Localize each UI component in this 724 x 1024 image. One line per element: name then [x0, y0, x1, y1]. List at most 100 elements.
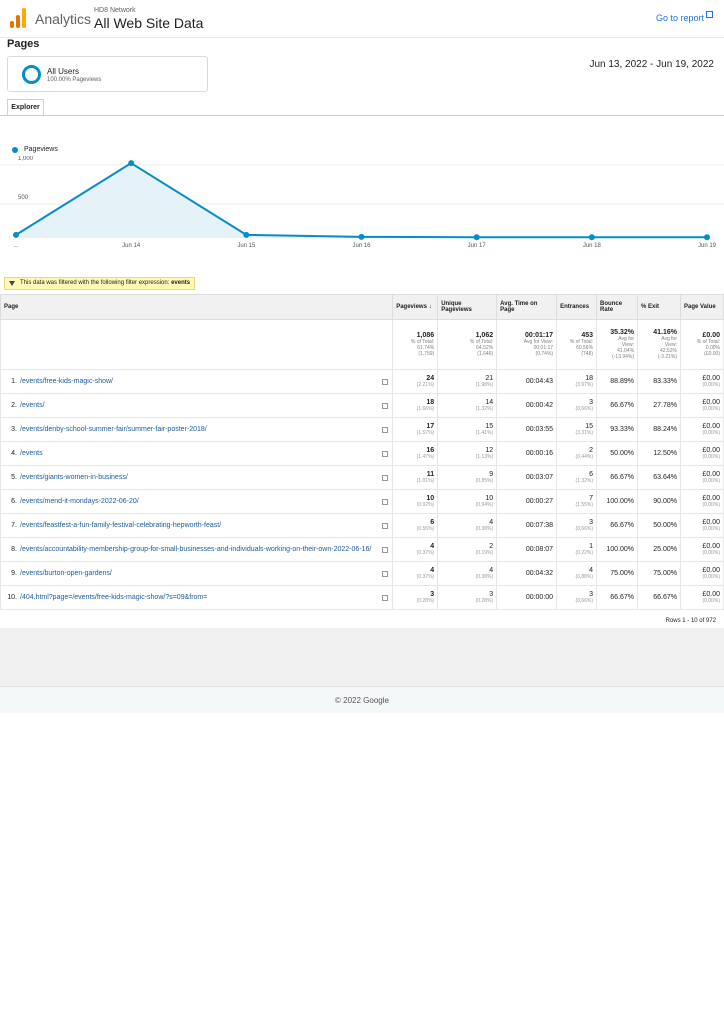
table-row: 4./events 16 (1.47%) 12 (1.13%) 00:00:16 2 (0.4… [0, 441, 724, 466]
bounce-cell: 66.67% [596, 513, 639, 538]
page-link[interactable]: /events/giants-women-in-business/ [20, 474, 128, 481]
open-page-icon[interactable] [382, 426, 389, 433]
table-row: 9./events/burton-open-gardens/4 (0.37%) 4(… [0, 561, 724, 586]
entrances-pct: (1.32%) [575, 478, 594, 484]
open-page-icon[interactable] [382, 498, 389, 505]
totals-label-cell [0, 319, 394, 370]
col-page[interactable]: Page [0, 294, 394, 320]
unique-cell: 10 (0.94%) [437, 489, 498, 514]
unique-pct: (0.38%) [475, 526, 494, 532]
unique-pct: (1.13%) [475, 454, 494, 460]
page-link[interactable]: /events/accountability-membership-group-… [20, 546, 372, 553]
page-link[interactable]: /events/burton-open-gardens/ [20, 570, 112, 577]
entrances-pct: (0.44%) [575, 454, 594, 460]
open-page-icon[interactable] [382, 522, 389, 529]
pageviews-cell: 4 (0.37%) [392, 561, 439, 586]
open-page-icon[interactable] [382, 546, 389, 553]
total-pct: 61.74% [417, 345, 435, 351]
page-value-pct: (0.00%) [702, 406, 720, 412]
unique-cell: 9 (0.85%) [437, 465, 498, 490]
value-cell: £0.00 (0.00%) [680, 585, 724, 610]
page-cell: 3./events/denby-school-summer-fair/summe… [0, 417, 394, 442]
external-link-icon[interactable] [706, 11, 713, 18]
total-base: (-3.21%) [657, 354, 677, 360]
open-page-icon[interactable] [382, 378, 389, 385]
total-base: (748) [581, 351, 594, 357]
page-link[interactable]: /events/feastfest-a-fun-family-festival-… [20, 522, 222, 529]
total-entrances: 453% of Total: 60.56% (748) [556, 319, 598, 370]
page-link[interactable]: /events/mend-it-mondays-2022-06-20/ [20, 498, 139, 505]
open-page-icon[interactable] [382, 594, 389, 601]
avgtime-cell: 00:03:07 [496, 465, 558, 490]
col-page-value[interactable]: Page Value [680, 294, 724, 320]
col-avg-time[interactable]: Avg. Time on Page [496, 294, 558, 320]
page-link[interactable]: /404.html?page=/events/free-kids-magic-s… [20, 594, 208, 601]
open-page-icon[interactable] [382, 474, 389, 481]
avgtime-cell: 00:00:16 [496, 441, 558, 466]
total-value: 41.16% [653, 329, 677, 336]
unique-pct: (0.85%) [475, 478, 494, 484]
date-range-picker[interactable]: Jun 13, 2022 - Jun 19, 2022 [589, 59, 714, 70]
exit-cell: 83.33% [637, 369, 681, 394]
page-link[interactable]: /events/free-kids-magic-show/ [20, 378, 113, 385]
y-tick-label: 1,000 [18, 156, 34, 162]
account-name[interactable]: HD8 Network [94, 7, 136, 14]
avgtime-cell: 00:04:32 [496, 561, 558, 586]
total-pageviews: 1,086% of Total: 61.74% (1,759) [392, 319, 439, 370]
col-bounce-rate[interactable]: Bounce Rate [596, 294, 639, 320]
segment-card[interactable]: All Users 100.00% Pageviews [7, 56, 208, 92]
entrances-cell: 4 (0.88%) [556, 561, 598, 586]
pageviews-cell: 18 (1.66%) [392, 393, 439, 418]
entrances-cell: 6 (1.32%) [556, 465, 598, 490]
exit-cell: 75.00% [637, 561, 681, 586]
col-pageviews[interactable]: Pageviews ↓ [392, 294, 439, 320]
total-value: £0.00% of Total: 0.00% (£0.00) [680, 319, 724, 370]
pageviews-cell: 17 (1.57%) [392, 417, 439, 442]
value-cell: £0.00 (0.00%) [680, 417, 724, 442]
exit-value: 88.24% [653, 426, 677, 433]
exit-cell: 50.00% [637, 513, 681, 538]
unique-cell: 12 (1.13%) [437, 441, 498, 466]
property-name[interactable]: All Web Site Data [94, 15, 204, 31]
legend-label[interactable]: Pageviews [24, 146, 58, 153]
exit-cell: 88.24% [637, 417, 681, 442]
pageviews-value: 24 [426, 375, 435, 382]
entrances-value: 4 [589, 567, 594, 574]
bounce-value: 66.67% [610, 522, 635, 529]
page-cell: 2./events/ [0, 393, 394, 418]
col-entrances[interactable]: Entrances [556, 294, 598, 320]
table-row: 7./events/feastfest-a-fun-family-festiva… [0, 513, 724, 538]
avgtime-value: 00:07:38 [525, 522, 554, 529]
row-number: 5. [11, 474, 17, 481]
bounce-cell: 66.67% [596, 465, 639, 490]
col-unique-pageviews[interactable]: Unique Pageviews [437, 294, 498, 320]
avgtime-value: 00:03:55 [525, 426, 554, 433]
total-base: (-13.94%) [612, 354, 635, 360]
total-value: 453 [581, 332, 594, 339]
value-cell: £0.00 (0.00%) [680, 561, 724, 586]
exit-cell: 27.78% [637, 393, 681, 418]
bounce-cell: 88.89% [596, 369, 639, 394]
page-link[interactable]: /events [20, 450, 43, 457]
tab-explorer[interactable]: Explorer [7, 99, 44, 116]
page-link[interactable]: /events/denby-school-summer-fair/summer-… [20, 426, 207, 433]
open-page-icon[interactable] [382, 570, 389, 577]
bounce-cell: 66.67% [596, 393, 639, 418]
pageviews-cell: 11 (1.01%) [392, 465, 439, 490]
go-to-report-link[interactable]: Go to report [655, 13, 704, 23]
total-label: % of Total: [696, 339, 720, 345]
avgtime-value: 00:04:43 [525, 378, 554, 385]
rows-info: Rows 1 - 10 of 972 [665, 618, 716, 624]
bounce-cell: 100.00% [596, 489, 639, 514]
entrances-pct: (0.66%) [575, 406, 594, 412]
col-exit[interactable]: % Exit [637, 294, 681, 320]
bounce-value: 50.00% [610, 450, 635, 457]
entrances-pct: (0.22%) [575, 550, 594, 556]
page-link[interactable]: /events/ [20, 402, 45, 409]
page-cell: 8./events/accountability-membership-grou… [0, 537, 394, 562]
page-cell: 9./events/burton-open-gardens/ [0, 561, 394, 586]
x-tick-label: Jun 17 [468, 243, 487, 249]
row-number: 3. [11, 426, 17, 433]
open-page-icon[interactable] [382, 450, 389, 457]
open-page-icon[interactable] [382, 402, 389, 409]
